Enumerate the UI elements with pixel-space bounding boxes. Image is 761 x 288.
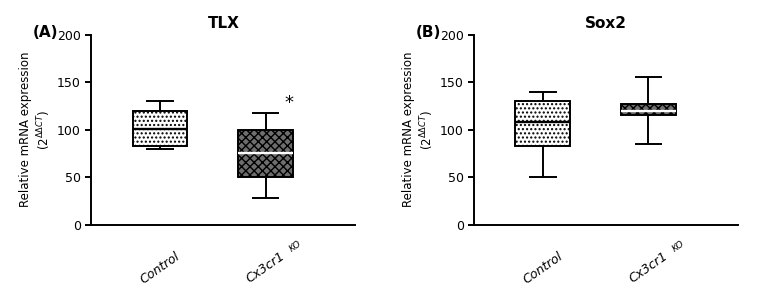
Text: KO: KO — [288, 238, 304, 253]
Text: KO: KO — [670, 238, 686, 253]
Text: Cx3cr1: Cx3cr1 — [244, 250, 288, 286]
Bar — [238, 130, 293, 177]
Bar — [515, 101, 570, 146]
Y-axis label: Relative mRNA expression
$(2^{\Delta \Delta CT})$: Relative mRNA expression $(2^{\Delta \De… — [20, 52, 53, 207]
Text: (A): (A) — [33, 25, 59, 40]
Text: Control: Control — [138, 250, 183, 286]
Text: Cx3cr1: Cx3cr1 — [626, 250, 670, 286]
Bar — [621, 104, 676, 115]
Text: *: * — [285, 94, 293, 111]
Title: TLX: TLX — [208, 16, 239, 31]
Text: Control: Control — [521, 250, 565, 286]
Bar — [132, 111, 187, 146]
Title: Sox2: Sox2 — [585, 16, 627, 31]
Text: (B): (B) — [416, 25, 441, 40]
Y-axis label: Relative mRNA expression
$(2^{\Delta \Delta CT})$: Relative mRNA expression $(2^{\Delta \De… — [403, 52, 436, 207]
